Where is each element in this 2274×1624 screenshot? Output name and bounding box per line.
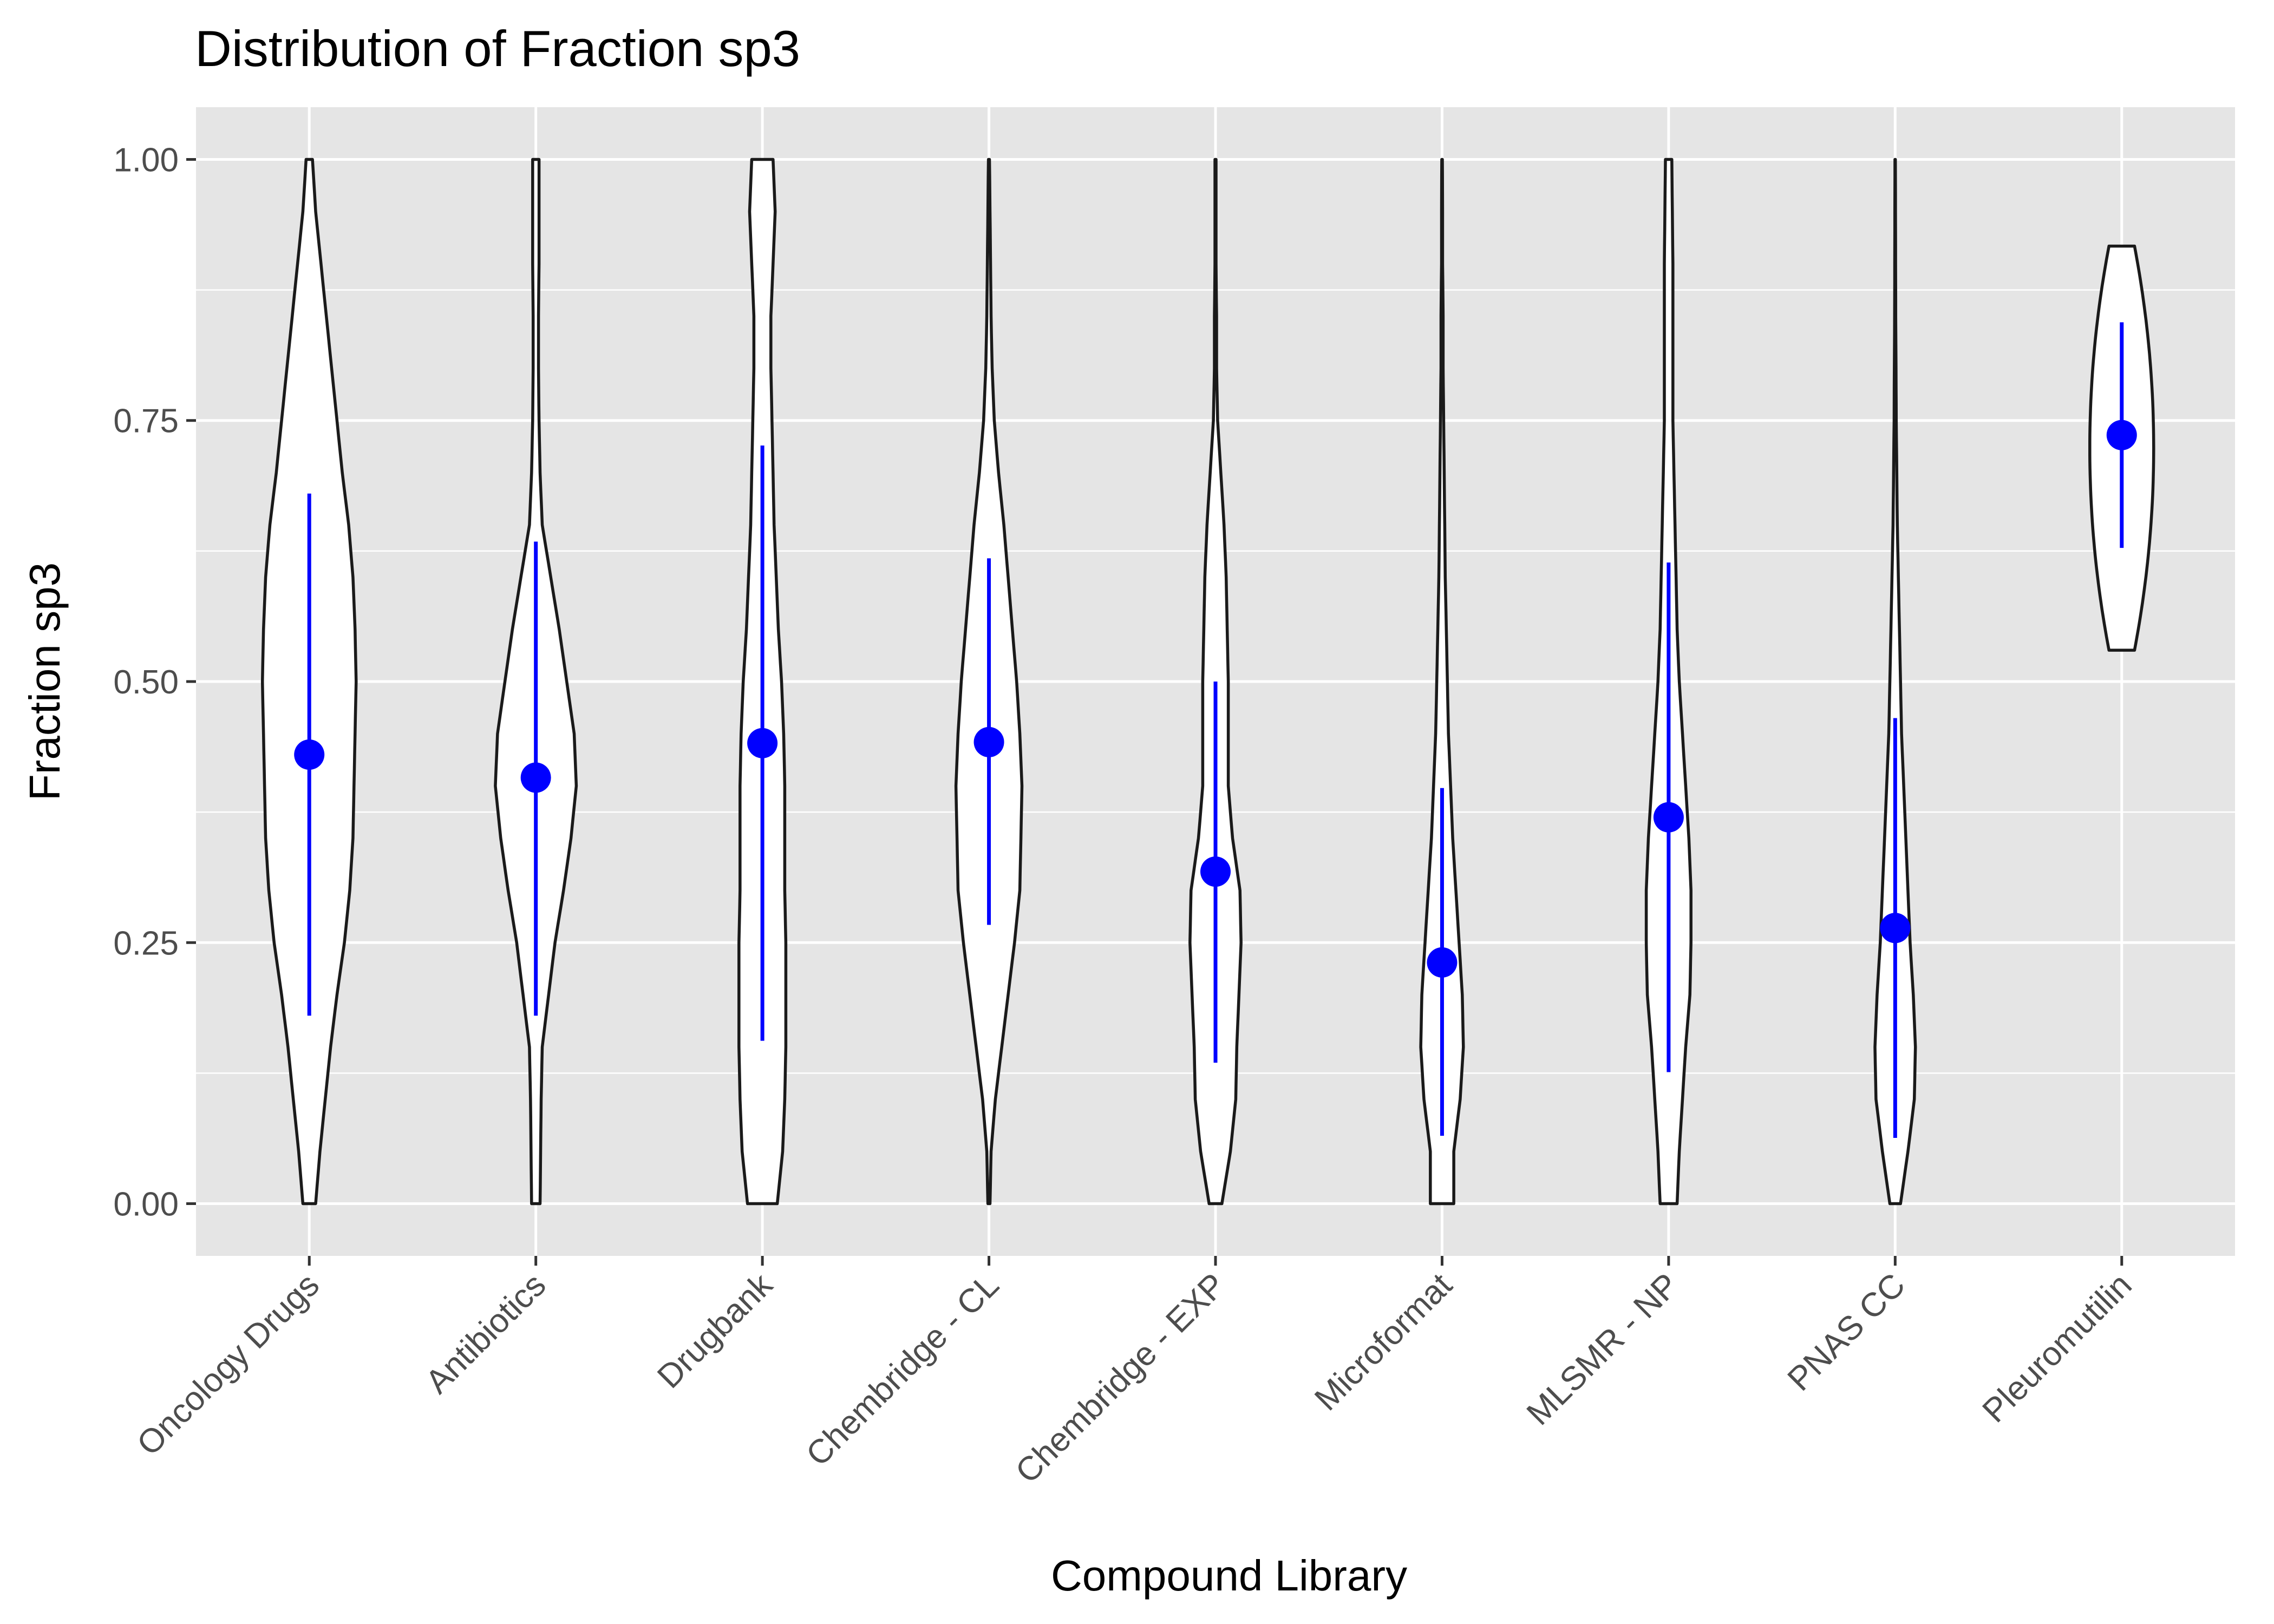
y-axis: 0.00 0.25 0.50 0.75 1.00	[113, 141, 196, 1223]
x-axis: Oncology Drugs Antibiotics Drugbank Chembri…	[130, 1256, 2139, 1490]
mean-point-antibiotics	[520, 762, 551, 793]
x-tick-label: MLSMR - NP	[1520, 1266, 1686, 1432]
x-tick-label: Drugbank	[650, 1266, 780, 1396]
mean-point-drugbank	[747, 728, 778, 758]
x-tick-label: Pleuromutilin	[1975, 1266, 2139, 1430]
mean-point-pnas-cc	[1880, 913, 1911, 944]
mean-point-microformat	[1427, 947, 1458, 978]
y-tick-label: 0.25	[113, 925, 179, 962]
y-tick-label: 0.00	[113, 1186, 179, 1223]
chart-title: Distribution of Fraction sp3	[195, 20, 800, 77]
x-tick-label: Oncology Drugs	[130, 1266, 326, 1463]
y-axis-title: Fraction sp3	[21, 562, 69, 801]
x-tick-label: PNAS CC	[1781, 1266, 1913, 1398]
mean-sd-markers	[294, 322, 2137, 1138]
y-tick-label: 0.50	[113, 664, 179, 701]
violin-microformat	[1419, 158, 1465, 1206]
mean-point-chembridge-exp	[1200, 856, 1231, 887]
mean-point-mlsmr-np	[1653, 802, 1684, 833]
mean-point-oncology-drugs	[294, 739, 325, 770]
y-tick-label: 0.75	[113, 403, 179, 440]
mean-point-chembridge-cl	[973, 726, 1004, 757]
mean-point-pleuromutilin	[2106, 420, 2137, 450]
x-tick-label: Microformat	[1308, 1266, 1459, 1418]
x-tick-label: Antibiotics	[419, 1266, 553, 1401]
y-tick-label: 1.00	[113, 141, 179, 179]
x-tick-label: Chembridge - CL	[799, 1266, 1007, 1474]
x-tick-label: Chembridge - EXP	[1009, 1266, 1233, 1490]
violin-pnas-cc	[1873, 158, 1917, 1206]
x-axis-title: Compound Library	[1051, 1551, 1407, 1600]
